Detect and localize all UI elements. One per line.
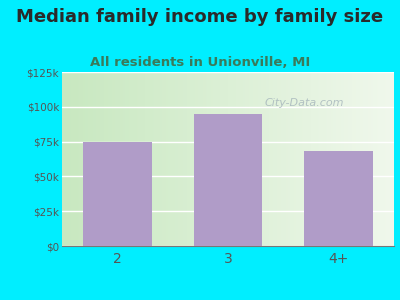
Text: Median family income by family size: Median family income by family size <box>16 8 384 26</box>
Text: City-Data.com: City-Data.com <box>265 98 344 108</box>
Text: All residents in Unionville, MI: All residents in Unionville, MI <box>90 56 310 68</box>
Bar <box>304 151 373 246</box>
Bar <box>83 142 152 246</box>
Bar <box>194 114 262 246</box>
